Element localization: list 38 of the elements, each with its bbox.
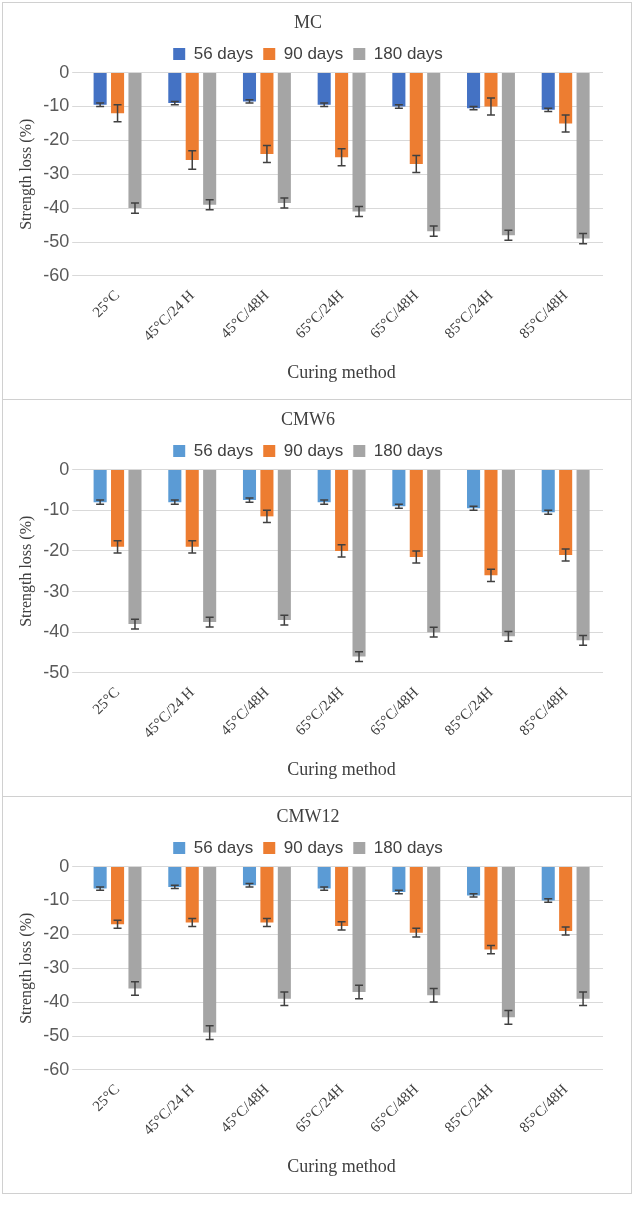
y-axis-title: Strength loss (%) [16, 515, 35, 627]
y-tick-label: -20 [43, 129, 70, 150]
y-tick-label: -40 [43, 197, 70, 218]
y-tick-label: -50 [43, 661, 70, 682]
chart-title: CMW6 [281, 408, 335, 429]
y-axis-title: Strength loss (%) [16, 118, 35, 230]
y-tick-label: 0 [59, 458, 70, 479]
y-axis-title: Strength loss (%) [16, 912, 35, 1024]
x-axis-title: Curing method [287, 361, 396, 382]
y-tick-label: -60 [43, 264, 70, 285]
y-tick-label: -50 [43, 1024, 70, 1045]
legend-label: 180 days [373, 837, 443, 857]
y-tick-label: -40 [43, 991, 70, 1012]
y-tick-label: -10 [43, 889, 70, 910]
legend-label: 90 days [283, 43, 344, 63]
y-tick-label: -20 [43, 923, 70, 944]
y-tick-label: -50 [43, 230, 70, 251]
x-axis-title: Curing method [287, 1155, 396, 1176]
y-tick-label: -20 [43, 539, 70, 560]
legend-label: 56 days [193, 440, 254, 460]
legend-label: 180 days [373, 43, 443, 63]
y-tick-label: -10 [43, 95, 70, 116]
chart-title: MC [293, 11, 323, 32]
y-tick-label: -40 [43, 621, 70, 642]
y-tick-label: -10 [43, 499, 70, 520]
y-tick-label: -60 [43, 1058, 70, 1079]
legend-label: 90 days [283, 440, 344, 460]
y-tick-label: -30 [43, 580, 70, 601]
y-tick-label: -30 [43, 163, 70, 184]
legend-label: 90 days [283, 837, 344, 857]
y-tick-label: 0 [59, 61, 70, 82]
legend-label: 56 days [193, 43, 254, 63]
y-tick-label: 0 [59, 855, 70, 876]
legend-label: 180 days [373, 440, 443, 460]
legend-label: 56 days [193, 837, 254, 857]
y-tick-label: -30 [43, 957, 70, 978]
x-axis-title: Curing method [287, 758, 396, 779]
chart-title: CMW12 [276, 805, 340, 826]
